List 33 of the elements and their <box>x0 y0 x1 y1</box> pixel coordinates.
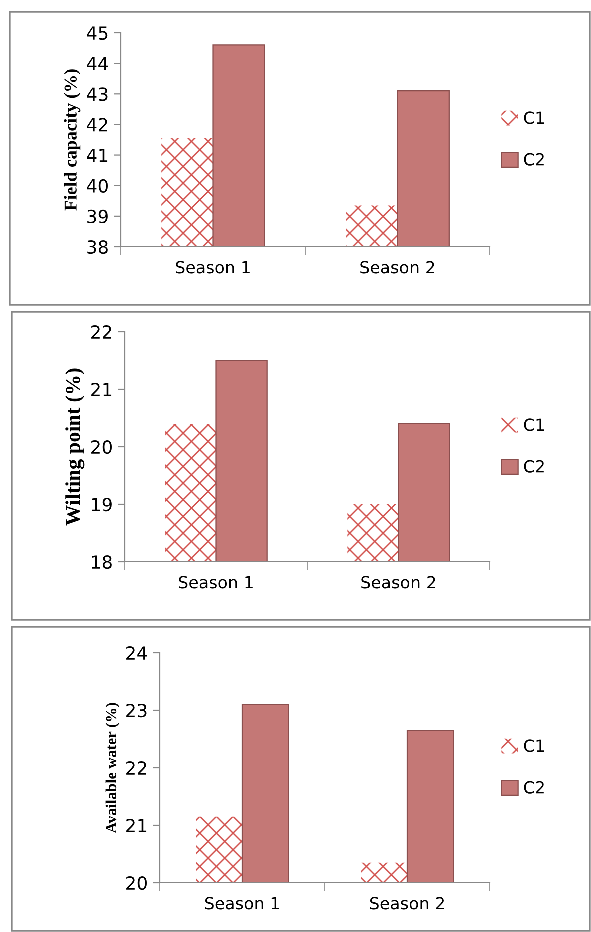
y-tick-label: 45 <box>87 26 108 40</box>
y-tick-label: 22 <box>92 325 112 339</box>
y-tick-label: 43 <box>87 88 108 102</box>
legend-label: C2 <box>524 781 544 794</box>
y-tick-label: 39 <box>88 210 108 224</box>
y-axis-title: Available water (%) <box>106 703 120 834</box>
y-tick-label: 42 <box>87 118 108 132</box>
y-tick-label: 44 <box>87 57 108 70</box>
y-tick-label: 24 <box>126 646 148 660</box>
y-tick-label: 22 <box>126 761 146 775</box>
y-tick-label: 21 <box>92 382 112 396</box>
y-tick-label: 23 <box>126 704 147 718</box>
y-tick-label: 38 <box>88 240 108 254</box>
x-tick-label: Season 2 <box>370 897 444 910</box>
x-tick-label: Season 2 <box>362 576 436 589</box>
y-tick-label: 20 <box>92 440 112 454</box>
legend-label: C1 <box>524 112 544 124</box>
y-tick-label: 40 <box>87 179 108 193</box>
x-tick-label: Season 2 <box>360 261 434 274</box>
legend-label: C1 <box>524 418 544 432</box>
y-axis-title: Wilting point (%) <box>66 368 85 526</box>
y-tick-label: 21 <box>126 818 147 832</box>
x-tick-label: Season 1 <box>179 576 253 589</box>
x-tick-label: Season 1 <box>205 897 280 910</box>
y-tick-label: 41 <box>87 148 108 162</box>
y-tick-label: 20 <box>126 876 147 890</box>
y-tick-label: 18 <box>92 555 112 570</box>
y-axis-title: Field capacity (%) <box>64 70 81 211</box>
legend-label: C2 <box>524 460 544 473</box>
legend-label: C2 <box>524 153 544 166</box>
legend-label: C1 <box>524 740 544 752</box>
x-tick-label: Season 1 <box>176 261 250 274</box>
y-tick-label: 19 <box>92 498 112 512</box>
